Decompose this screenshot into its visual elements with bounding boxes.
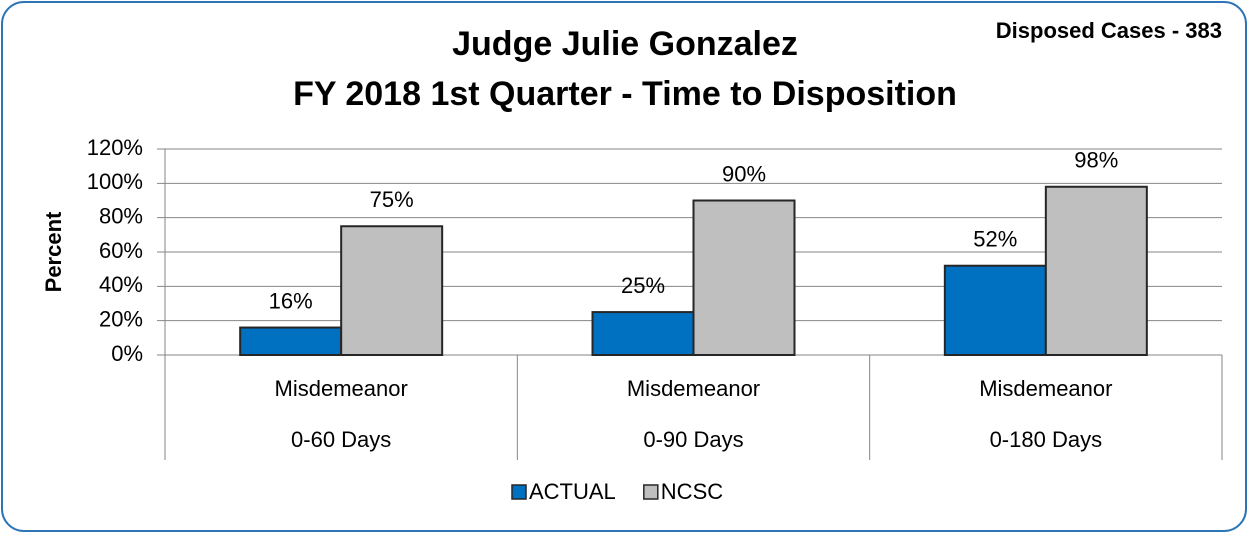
data-label: 16% bbox=[269, 288, 313, 313]
legend-label: ACTUAL bbox=[529, 479, 616, 504]
data-label: 98% bbox=[1074, 148, 1118, 173]
y-tick-label: 0% bbox=[111, 341, 143, 366]
chart-title: Judge Julie Gonzalez bbox=[452, 25, 798, 63]
y-tick-label: 120% bbox=[87, 135, 143, 160]
data-label: 25% bbox=[621, 273, 665, 298]
y-tick-label: 40% bbox=[99, 272, 143, 297]
x-tick-label: 0-60 Days bbox=[291, 427, 391, 452]
x-tick-label: 0-90 Days bbox=[643, 427, 743, 452]
x-tick-label: Misdemeanor bbox=[627, 376, 760, 401]
legend-swatch bbox=[643, 484, 659, 500]
bar bbox=[692, 199, 796, 356]
x-tick-label: 0-180 Days bbox=[990, 427, 1103, 452]
y-tick-label: 60% bbox=[99, 238, 143, 263]
bar bbox=[591, 311, 695, 357]
bar bbox=[239, 326, 343, 356]
y-tick-label: 20% bbox=[99, 306, 143, 331]
y-tick-label: 80% bbox=[99, 203, 143, 228]
legend-swatch bbox=[511, 484, 527, 500]
legend-label: NCSC bbox=[661, 479, 723, 504]
bar bbox=[943, 264, 1047, 357]
y-axis-label: Percent bbox=[41, 211, 66, 292]
bar bbox=[1044, 185, 1148, 356]
annotation: Disposed Cases - 383 bbox=[996, 18, 1222, 43]
x-tick-label: Misdemeanor bbox=[275, 376, 408, 401]
chart-title: FY 2018 1st Quarter - Time to Dispositio… bbox=[293, 75, 957, 113]
bar bbox=[340, 225, 444, 356]
data-label: 75% bbox=[370, 187, 414, 212]
data-label: 52% bbox=[973, 227, 1017, 252]
y-tick-label: 100% bbox=[87, 169, 143, 194]
data-label: 90% bbox=[722, 161, 766, 186]
x-tick-label: Misdemeanor bbox=[979, 376, 1112, 401]
